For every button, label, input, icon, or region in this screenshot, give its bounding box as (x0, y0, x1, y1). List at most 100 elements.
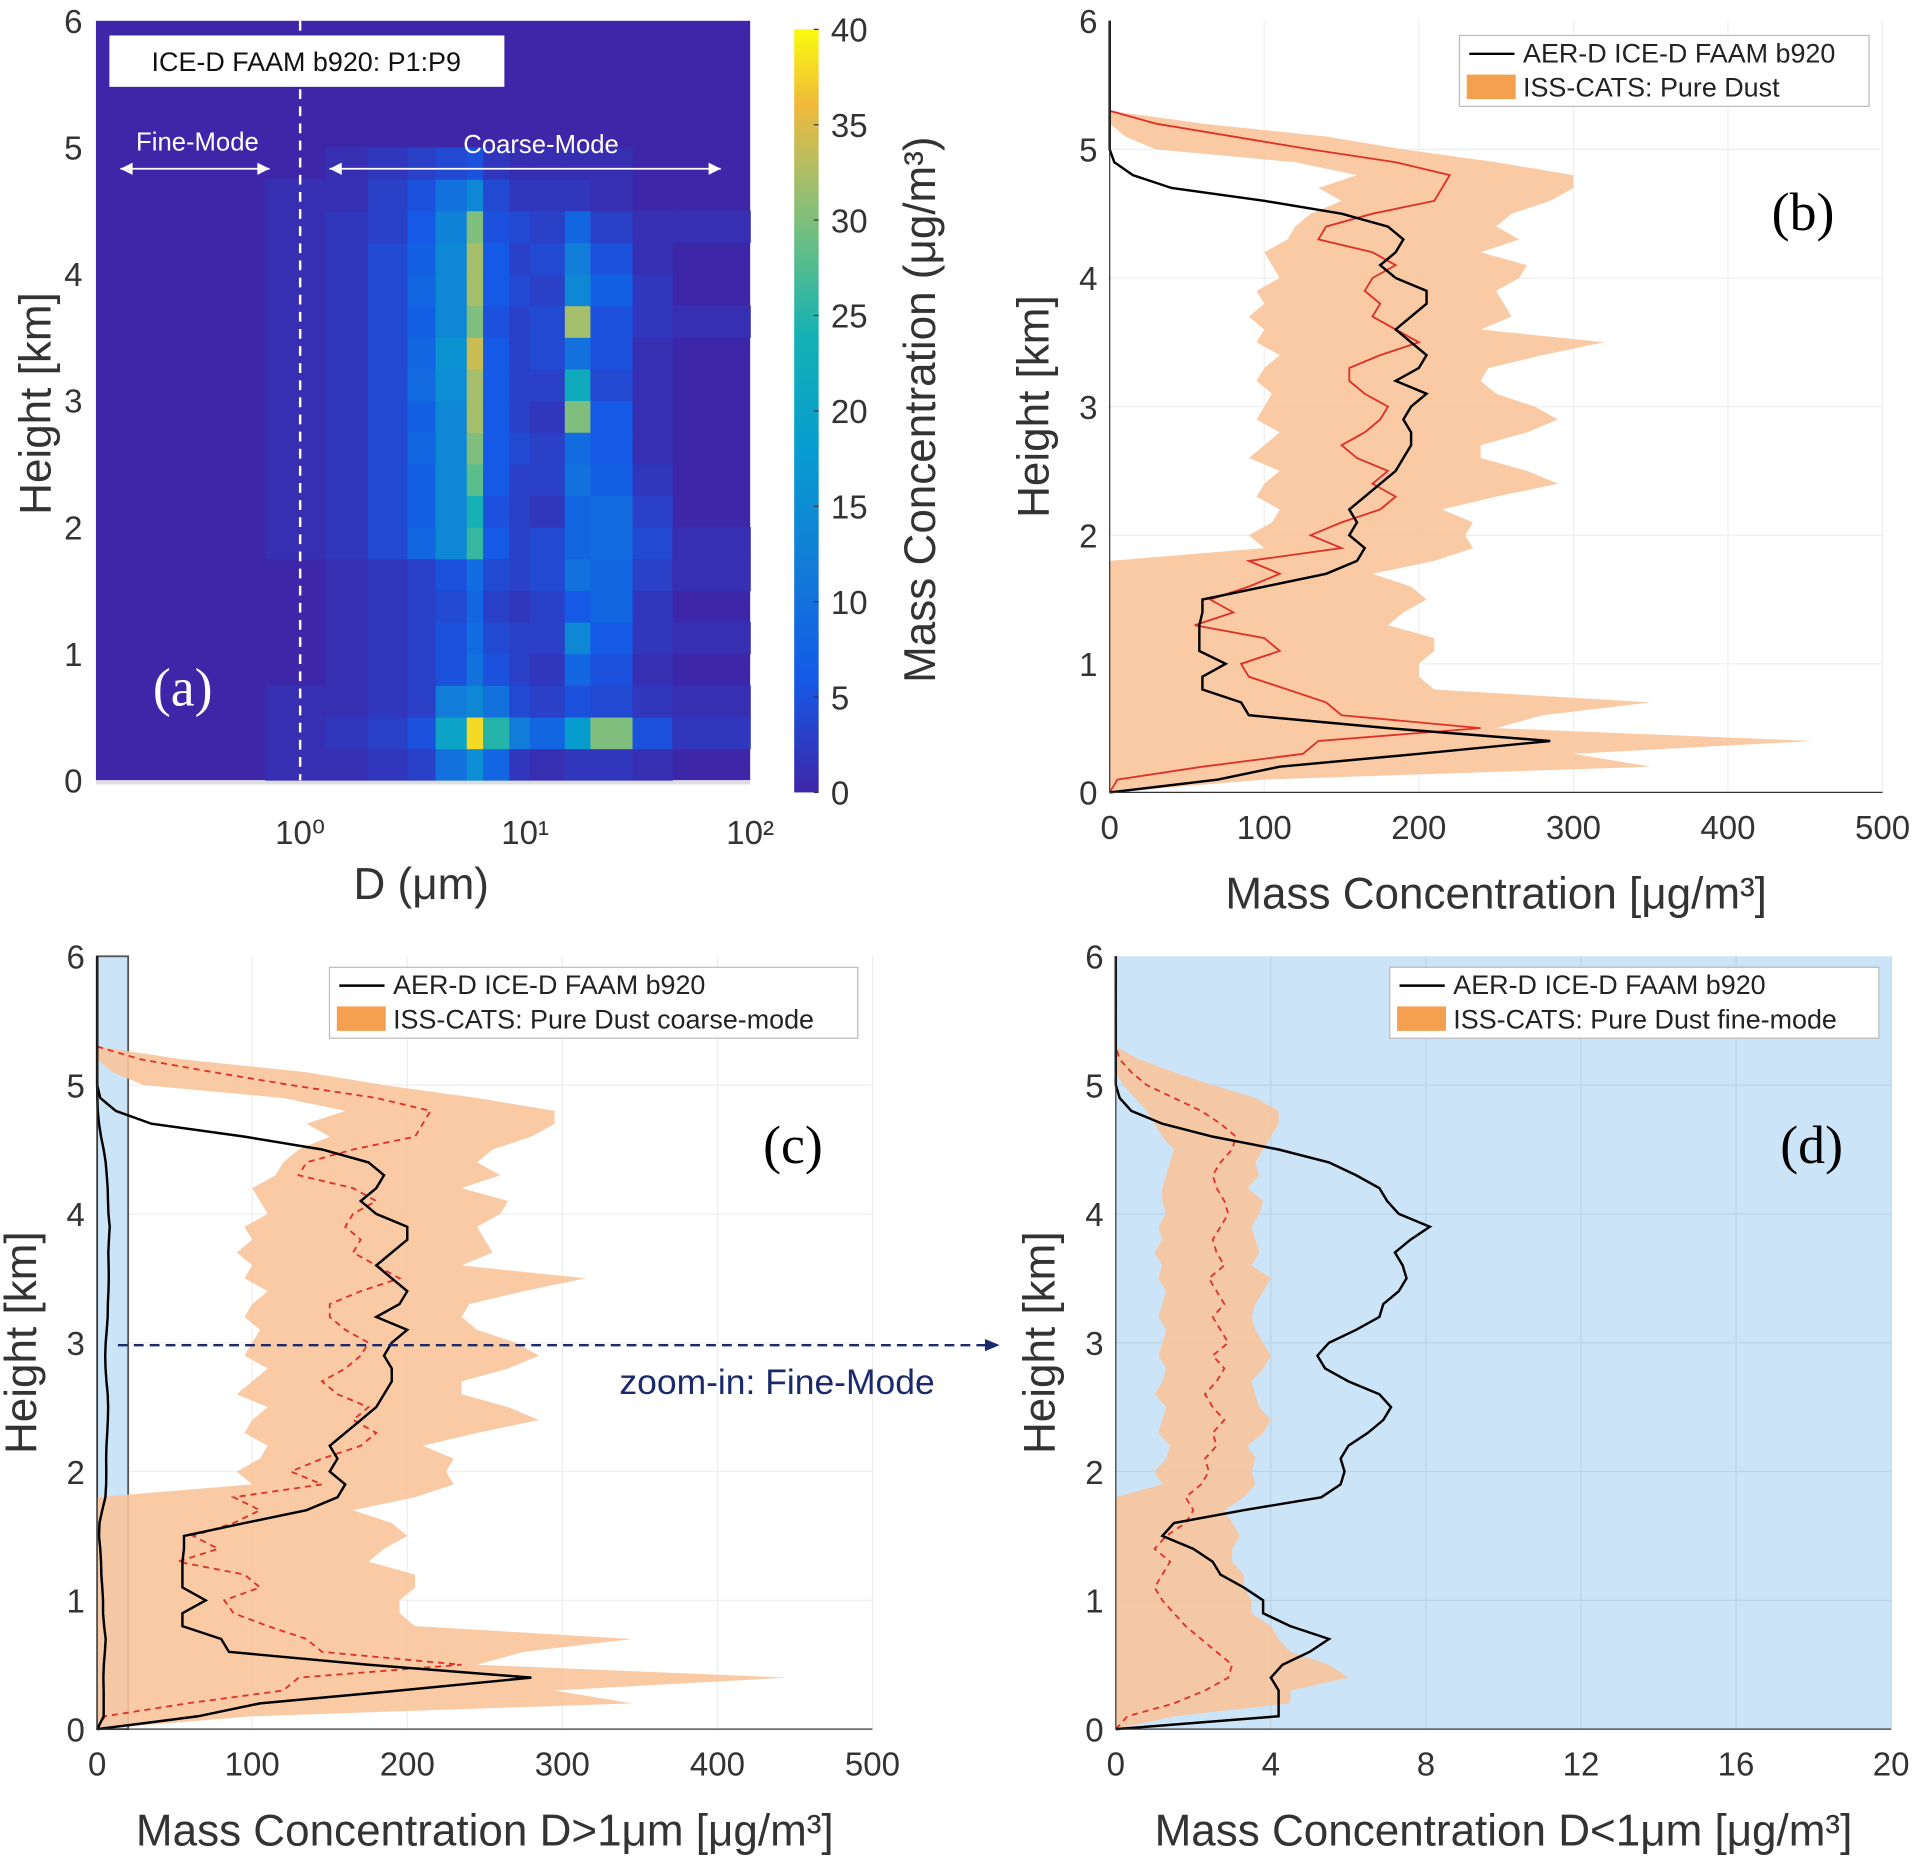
heatmap-cell (367, 210, 409, 243)
colorbar-tick-label: 20 (831, 393, 868, 430)
legend-entry: AER-D ICE-D FAAM b920 (1523, 38, 1835, 68)
x-tick-label: 100 (225, 1746, 280, 1783)
heatmap-cell (407, 432, 437, 465)
heatmap-cell (367, 147, 409, 180)
colorbar-tick-label: 15 (831, 488, 868, 525)
heatmap-cell (483, 495, 510, 528)
heatmap-cell (483, 432, 510, 465)
heatmap-cell (509, 463, 531, 497)
x-tick-label: 200 (380, 1746, 435, 1783)
heatmap-cell (483, 716, 510, 750)
heatmap-cell (529, 463, 566, 497)
heatmap-cell (509, 178, 531, 212)
heatmap-cell (265, 495, 327, 528)
heatmap-cell (529, 242, 566, 275)
heatmap-cell (632, 685, 673, 718)
heatmap-cell (590, 210, 634, 243)
heatmap-cell (435, 558, 468, 591)
heatmap-cell (435, 685, 468, 718)
x-tick-label: 300 (1546, 809, 1601, 846)
heatmap-cell (529, 590, 566, 623)
heatmap-cell (367, 242, 409, 275)
heatmap-cell (529, 147, 566, 180)
heatmap-cell (435, 242, 468, 275)
heatmap-cell (632, 495, 673, 528)
heatmap-cell (509, 716, 531, 750)
heatmap-cell (564, 337, 592, 370)
heatmap-cell (407, 590, 437, 623)
heatmap-cell (483, 337, 510, 370)
heatmap-cell (564, 147, 592, 180)
heatmap-cell (435, 400, 468, 433)
heatmap-cell (564, 273, 592, 307)
heatmap-cell (564, 495, 592, 528)
heatmap-cell (367, 716, 409, 750)
y-tick-label: 2 (64, 509, 82, 546)
heatmap-cell (529, 495, 566, 528)
heatmap-cell (483, 621, 510, 655)
heatmap-cell (632, 558, 673, 591)
heatmap-cell (466, 337, 484, 370)
dust-range-band (1109, 20, 1813, 793)
x-tick-label: 8 (1417, 1746, 1435, 1783)
y-tick-label: 0 (1079, 775, 1097, 812)
heatmap-cell (529, 748, 566, 781)
x-axis-label: D (μm) (354, 860, 489, 909)
heatmap-cell (509, 400, 531, 433)
legend-entry: ISS-CATS: Pure Dust (1523, 73, 1780, 103)
heatmap-cell (466, 400, 484, 433)
y-tick-label: 1 (1085, 1583, 1103, 1620)
heatmap-cell (509, 337, 531, 370)
y-tick-label: 6 (1079, 3, 1097, 40)
x-tick-label: 0 (1101, 809, 1119, 846)
heatmap-cell (529, 621, 566, 655)
heatmap-cell (325, 242, 369, 275)
heatmap-cell (590, 716, 634, 750)
heatmap-cell (466, 621, 484, 655)
heatmap-cell (672, 685, 751, 718)
y-axis-label: Height [km] (1010, 295, 1059, 518)
heatmap-cell (564, 210, 592, 243)
heatmap-cell (590, 463, 634, 497)
heatmap-cell (483, 558, 510, 591)
legend (1389, 966, 1880, 1039)
colorbar-label: Mass Concentration (μg/m³) (896, 136, 945, 682)
heatmap-cell (435, 527, 468, 560)
y-tick-label: 3 (64, 383, 82, 420)
heatmap-cell (509, 653, 531, 686)
heatmap-cell (483, 527, 510, 560)
heatmap-cell (632, 432, 673, 465)
y-tick-label: 4 (64, 256, 82, 293)
legend-entry: ISS-CATS: Pure Dust fine-mode (1453, 1004, 1837, 1034)
colorbar-tick-label: 10 (831, 584, 868, 621)
heatmap-cell (466, 558, 484, 591)
heatmap-cell (632, 621, 673, 655)
heatmap-cell (529, 178, 566, 212)
heatmap-cell (564, 400, 592, 433)
heatmap-cell (483, 400, 510, 433)
heatmap-cell (407, 273, 437, 307)
colorbar-tick-label: 0 (831, 775, 849, 812)
heatmap-cell (265, 242, 327, 275)
legend (1458, 34, 1870, 108)
panel-label-b: (b) (1772, 182, 1835, 242)
colorbar-tick-label: 35 (831, 107, 868, 144)
x-tick-label: 100 (1237, 809, 1292, 846)
heatmap-cell (529, 210, 566, 243)
heatmap-cell (564, 685, 592, 718)
legend-entry: ISS-CATS: Pure Dust coarse-mode (393, 1004, 814, 1034)
heatmap-cell (325, 653, 369, 686)
heatmap-cell (632, 716, 673, 750)
heatmap-cell (407, 463, 437, 497)
heatmap-cell (529, 337, 566, 370)
heatmap-cell (564, 590, 592, 623)
y-tick-label: 1 (64, 636, 82, 673)
y-axis-label: Height [km] (0, 1231, 46, 1454)
heatmap-cell (466, 653, 484, 686)
heatmap-cell (265, 716, 327, 750)
heatmap-cell (407, 147, 437, 180)
heatmap-cell (367, 748, 409, 781)
heatmap-cell (325, 527, 369, 560)
heatmap-cell (325, 716, 369, 750)
